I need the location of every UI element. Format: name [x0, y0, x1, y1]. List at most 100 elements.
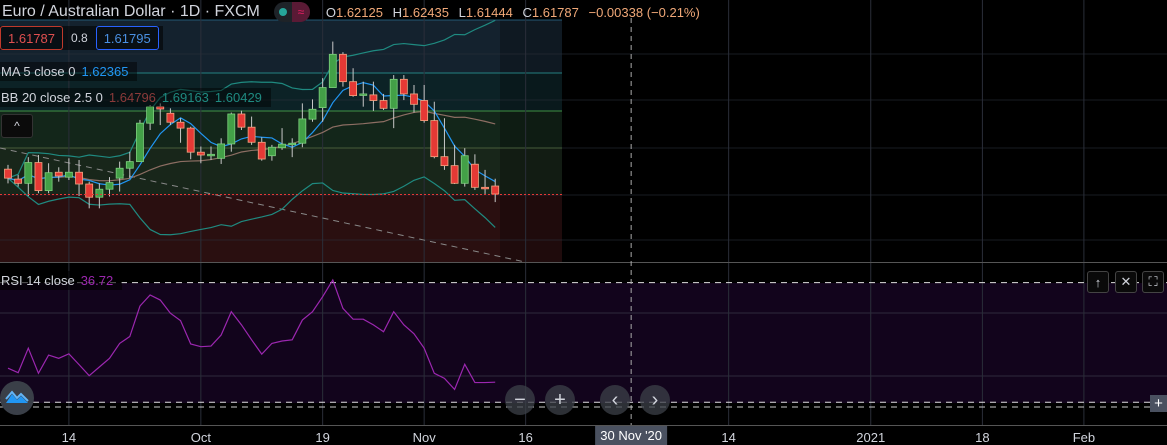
time-axis-tick: 16: [518, 430, 533, 445]
market-open-icon: [274, 2, 292, 22]
candle-down: [54, 171, 63, 177]
high-label: H: [392, 4, 402, 20]
rsi-label: RSI 14 close: [1, 273, 75, 288]
maximize-pane-button[interactable]: ⛶: [1142, 271, 1164, 293]
open-label: O: [325, 4, 336, 20]
candle-down: [34, 162, 43, 192]
candle-up: [227, 113, 236, 145]
candle-up: [217, 143, 226, 159]
candle-down: [156, 106, 165, 110]
candle-down: [196, 151, 205, 156]
close-pane-button[interactable]: ✕: [1115, 271, 1137, 293]
candle-up: [308, 108, 317, 120]
rsi-value: 36.72: [80, 273, 114, 288]
candle-up: [298, 118, 307, 144]
spread-value: 0.8: [71, 31, 88, 45]
high-value: 1.62435: [402, 4, 449, 20]
candle-down: [491, 185, 500, 195]
candle-down: [349, 81, 358, 96]
rsi-line: [7, 278, 496, 391]
candle-down: [450, 165, 459, 184]
market-status[interactable]: ≈: [273, 2, 310, 22]
bb-legend[interactable]: BB 20 close 2.5 0 1.64796 1.69163 1.60429: [0, 88, 271, 107]
move-pane-up-button[interactable]: ↑: [1087, 271, 1109, 293]
candle-up: [207, 153, 215, 157]
candle-down: [75, 171, 83, 185]
candle-up: [267, 146, 276, 157]
time-axis-tick: 2021: [856, 430, 886, 445]
time-axis-tick: 14: [61, 430, 77, 445]
candle-down: [430, 120, 439, 158]
bb-lower-value: 1.60429: [214, 90, 262, 105]
rsi-band-background: [0, 283, 1167, 403]
candle-up: [359, 93, 368, 96]
zoom-out-button[interactable]: −: [505, 385, 535, 415]
close-label: C: [522, 4, 532, 20]
close-value: 1.61787: [531, 4, 579, 20]
trend-line: [0, 147, 526, 263]
zone-3: [0, 111, 562, 148]
symbol-title[interactable]: Euro / Australian Dollar · 1D · FXCM: [2, 3, 260, 20]
ma-legend[interactable]: MA 5 close 0 1.62365: [0, 62, 138, 81]
candle-down: [410, 93, 418, 105]
candle-down: [4, 168, 12, 179]
time-axis-tick: Feb: [1072, 430, 1096, 445]
candle-up: [44, 172, 53, 192]
candle-down: [339, 53, 347, 83]
time-axis-tick: 14: [721, 430, 736, 445]
candle-up: [318, 87, 327, 109]
bb-upper-line: [7, 19, 496, 179]
sell-button[interactable]: 1.61787: [0, 26, 63, 50]
future-zone: [500, 20, 562, 262]
data-problem-icon: ≈: [291, 2, 310, 22]
candle-down: [440, 156, 449, 167]
bb-label: BB 20 close 2.5 0: [1, 90, 103, 105]
zone-5: [0, 194, 562, 262]
time-axis-tick: Nov: [412, 430, 436, 445]
candle-down: [379, 100, 388, 109]
chart-header: Euro / Australian Dollar · 1D · FXCM ≈ O…: [0, 0, 706, 24]
candle-down: [257, 141, 266, 160]
scroll-right-button[interactable]: ›: [640, 385, 670, 415]
buy-button[interactable]: 1.61795: [95, 26, 159, 50]
candle-up: [105, 182, 114, 190]
candle-up: [460, 155, 469, 184]
ma-value: 1.62365: [81, 64, 129, 79]
candle-down: [85, 183, 94, 198]
zoom-in-button[interactable]: +: [545, 385, 575, 415]
rsi-legend[interactable]: RSI 14 close 36.72: [0, 271, 123, 290]
tradingview-logo-icon[interactable]: [0, 381, 34, 415]
candle-up: [65, 171, 73, 178]
collapse-legend-button[interactable]: ^: [1, 114, 33, 138]
candle-down: [186, 127, 195, 153]
candle-up: [328, 53, 337, 88]
candle-down: [237, 113, 246, 128]
candle-up: [24, 162, 33, 184]
crosshair-add-button[interactable]: +: [1150, 395, 1167, 412]
candle-down: [470, 163, 479, 188]
candle-up: [288, 142, 297, 146]
candle-up: [136, 122, 144, 163]
candle-down: [166, 112, 175, 123]
open-value: 1.62125: [335, 4, 383, 20]
time-axis-tick: 19: [315, 430, 330, 445]
candle-up: [125, 161, 134, 169]
candle-up: [389, 78, 398, 109]
bb-upper-value: 1.69163: [161, 90, 209, 105]
scroll-left-button[interactable]: ‹: [600, 385, 630, 415]
candle-up: [115, 167, 124, 179]
candle-up: [278, 143, 286, 149]
candle-up: [146, 106, 155, 124]
low-value: 1.61444: [465, 4, 513, 20]
candle-down: [247, 126, 256, 143]
time-axis-tick: Oct: [190, 430, 211, 445]
candle-down: [14, 178, 23, 184]
change-value: −0.00338 (−0.21%): [588, 4, 700, 20]
low-label: L: [458, 4, 466, 20]
time-axis-tick: 18: [975, 430, 990, 445]
candle-down: [481, 186, 489, 190]
candle-down: [369, 94, 378, 101]
crosshair-date-label: 30 Nov '20: [595, 426, 668, 445]
candle-down: [420, 100, 429, 121]
